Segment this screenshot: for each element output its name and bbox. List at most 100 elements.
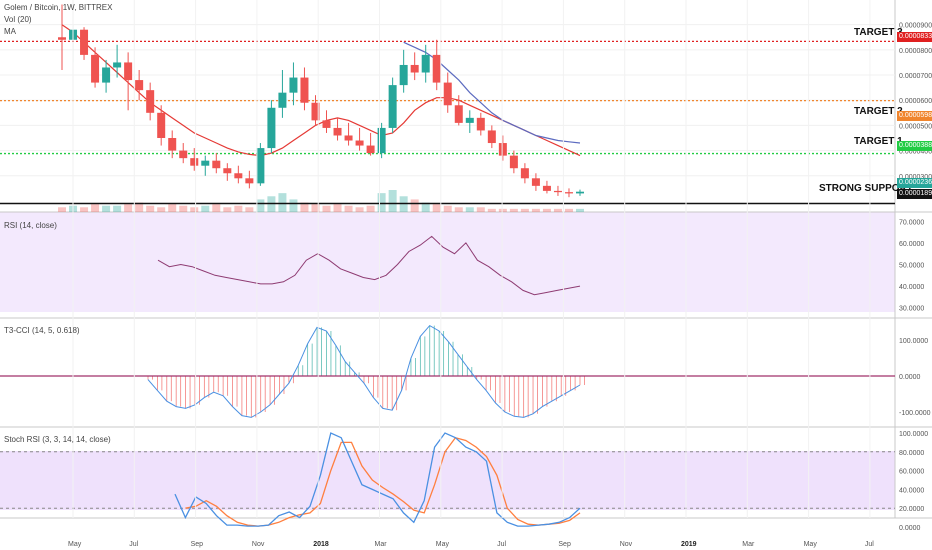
volume-bar <box>542 208 551 212</box>
candle-body <box>201 160 210 166</box>
candle-body <box>388 85 397 128</box>
rsi-axis-tick: 50.0000 <box>899 263 924 270</box>
cci-axis-tick: 0.0000 <box>899 374 921 381</box>
candle-body <box>135 80 144 91</box>
time-axis-tick: Sep <box>558 541 571 548</box>
candle-body <box>333 127 342 136</box>
candle-body <box>542 185 551 191</box>
volume-indicator-label[interactable]: Vol (20) <box>4 15 32 24</box>
volume-bar <box>58 207 66 212</box>
target-1-label: TARGET 1 <box>854 136 903 147</box>
stochrsi-axis-tick: 20.0000 <box>899 506 924 513</box>
candle-body <box>234 173 243 179</box>
candle-body <box>366 145 375 154</box>
candle-body <box>157 112 166 138</box>
candle-body <box>377 127 386 154</box>
candle-body <box>410 64 419 73</box>
volume-bar <box>135 202 144 212</box>
candle-body <box>322 120 331 128</box>
target-1-price-tag: 0.00003883 <box>897 141 932 151</box>
volume-bar <box>256 199 265 212</box>
candle-body <box>267 107 276 149</box>
stochrsi-k-line <box>174 432 581 527</box>
volume-bar <box>212 204 221 212</box>
candle-body <box>91 54 100 83</box>
volume-bar <box>278 193 287 212</box>
candle-body <box>576 191 584 194</box>
cci-axis-tick: 100.0000 <box>899 338 928 345</box>
volume-bar <box>366 205 375 212</box>
candle-body <box>113 62 122 68</box>
volume-bar <box>454 207 463 212</box>
volume-bar <box>421 202 430 212</box>
strong-support-label: STRONG SUPPORT <box>819 183 913 194</box>
candle-body <box>531 178 540 186</box>
candle-body <box>179 150 188 159</box>
time-axis-tick: 2019 <box>681 541 697 548</box>
volume-bar <box>509 208 518 212</box>
candle-body <box>278 92 287 108</box>
symbol-title[interactable]: Golem / Bitcoin, 1W, BITTREX <box>4 3 113 12</box>
stochrsi-axis-tick: 60.0000 <box>899 469 924 476</box>
rsi-axis-tick: 40.0000 <box>899 284 924 291</box>
current-price-tag: 0.00002368 <box>897 178 932 188</box>
target-2-label: TARGET 2 <box>854 106 903 117</box>
time-axis-tick: May <box>804 541 818 548</box>
volume-bar <box>465 207 474 212</box>
time-axis-tick: Mar <box>375 541 388 548</box>
volume-bar <box>201 205 210 212</box>
volume-bar <box>91 204 100 212</box>
volume-bar <box>157 207 166 212</box>
rsi-axis-tick: 60.0000 <box>899 241 924 248</box>
volume-bar <box>300 202 309 212</box>
time-axis-tick: 2018 <box>313 541 329 548</box>
stochrsi-axis-tick: 80.0000 <box>899 450 924 457</box>
volume-bar <box>355 207 364 212</box>
candle-body <box>509 155 518 169</box>
volume-bar <box>531 208 540 212</box>
stochrsi-pane-label[interactable]: Stoch RSI (3, 3, 14, 14, close) <box>4 435 111 444</box>
volume-bar <box>245 207 254 212</box>
price-axis-tick: 0.00004000 <box>899 149 932 156</box>
candle-body <box>520 168 529 179</box>
volume-bar <box>410 199 419 212</box>
target-3-label: TARGET 3 <box>854 27 903 38</box>
candle-body <box>421 54 430 73</box>
candle-body <box>553 190 562 193</box>
rsi-pane-label[interactable]: RSI (14, close) <box>4 221 57 230</box>
cci-pane-label[interactable]: T3-CCI (14, 5, 0.618) <box>4 326 80 335</box>
candle-body <box>498 143 507 156</box>
volume-bar <box>564 208 573 212</box>
candle-body <box>212 160 221 169</box>
volume-bar <box>432 204 441 212</box>
time-axis-tick: Jul <box>129 541 138 548</box>
rsi-line <box>157 235 581 296</box>
candle-body <box>465 117 474 123</box>
volume-bar <box>388 190 397 212</box>
candle-body <box>564 192 573 194</box>
ma-indicator-label[interactable]: MA <box>4 27 16 36</box>
stochrsi-axis-tick: 40.0000 <box>899 487 924 494</box>
volume-bar <box>576 208 584 212</box>
volume-bar <box>498 208 507 212</box>
volume-bar <box>553 208 562 212</box>
stochrsi-axis-tick: 100.0000 <box>899 431 928 438</box>
time-axis-tick: Mar <box>742 541 755 548</box>
volume-bar <box>146 205 155 212</box>
candle-body <box>443 82 452 106</box>
candle-body <box>399 64 408 86</box>
time-axis-tick: May <box>68 541 82 548</box>
stochrsi-band-background <box>0 451 895 510</box>
volume-bar <box>179 205 188 212</box>
volume-bar <box>80 207 89 212</box>
volume-bar <box>234 205 243 212</box>
volume-bar <box>344 205 353 212</box>
volume-bar <box>102 205 111 212</box>
